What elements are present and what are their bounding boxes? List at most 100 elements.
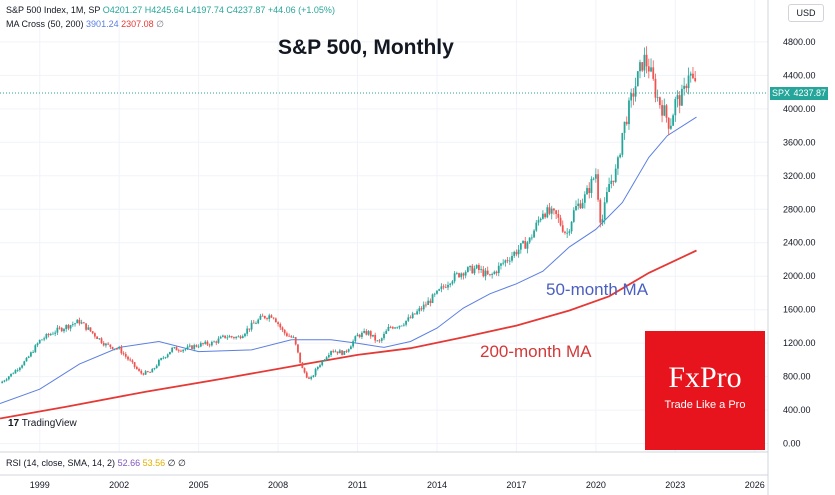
candle-body xyxy=(413,313,416,315)
candle-body xyxy=(502,262,505,264)
candle-body xyxy=(656,97,659,99)
candle-body xyxy=(480,269,483,271)
tradingview-logo-icon: 17 xyxy=(8,418,20,429)
candle-body xyxy=(369,331,372,337)
candle-body xyxy=(45,334,48,339)
rsi-extra: ∅ ∅ xyxy=(167,458,186,468)
rsi-legend[interactable]: RSI (14, close, SMA, 14, 2) 52.66 53.56 … xyxy=(6,458,186,469)
candle-body xyxy=(663,105,666,116)
price-tag-symbol: SPX xyxy=(772,88,791,98)
candle-body xyxy=(129,359,132,361)
candle-body xyxy=(427,300,430,305)
candle-body xyxy=(555,210,558,214)
candle-body xyxy=(157,359,160,366)
candle-body xyxy=(202,343,204,344)
y-tick-label: 3600.00 xyxy=(783,137,816,147)
candle-body xyxy=(56,327,59,333)
candle-body xyxy=(449,283,452,285)
candle-body xyxy=(411,313,414,319)
y-tick-label: 3200.00 xyxy=(783,171,816,181)
candle-body xyxy=(74,323,76,325)
candle-body xyxy=(82,322,85,324)
candle-body xyxy=(210,341,213,346)
candle-body xyxy=(7,376,10,380)
candle-body xyxy=(645,54,648,67)
candle-body xyxy=(418,308,421,312)
candle-body xyxy=(590,178,593,193)
candle-body xyxy=(279,324,282,328)
candle-body xyxy=(336,351,339,354)
legend-ma[interactable]: MA Cross (50, 200) 3901.24 2307.08 ∅ xyxy=(6,19,164,30)
candle-body xyxy=(294,337,297,345)
candle-body xyxy=(327,354,330,358)
candle-body xyxy=(588,188,591,193)
candle-body xyxy=(41,339,43,341)
candle-body xyxy=(438,289,441,291)
candle-body xyxy=(233,337,235,339)
candle-body xyxy=(107,343,110,345)
candle-body xyxy=(261,315,264,317)
candle-body xyxy=(628,100,630,125)
candle-body xyxy=(166,354,169,358)
candle-body xyxy=(160,358,163,360)
candle-body xyxy=(274,318,277,323)
candle-body xyxy=(429,300,432,303)
candle-body xyxy=(241,336,244,339)
candle-body xyxy=(69,325,72,329)
candle-body xyxy=(433,293,436,295)
candle-body xyxy=(566,232,569,234)
candle-body xyxy=(522,240,524,244)
candle-body xyxy=(308,377,310,379)
x-tick-label: 1999 xyxy=(30,480,50,490)
candle-body xyxy=(420,308,423,310)
candle-body xyxy=(391,327,394,329)
candle-body xyxy=(204,341,207,344)
legend-symbol[interactable]: S&P 500 Index, 1M, SP O4201.27 H4245.64 … xyxy=(6,5,335,15)
candle-body xyxy=(184,349,187,350)
candle-body xyxy=(597,174,599,200)
candle-body xyxy=(643,54,646,71)
candle-body xyxy=(497,265,500,274)
candle-body xyxy=(237,336,240,338)
candle-body xyxy=(314,369,317,376)
candle-body xyxy=(354,336,357,342)
candle-body xyxy=(118,347,121,349)
price-axis[interactable]: 0.00 400.00 800.00 1200.00 1600.00 2000.00 240… xyxy=(783,37,816,449)
candle-body xyxy=(365,330,368,335)
candle-body xyxy=(330,351,332,355)
candle-body xyxy=(186,346,189,350)
candle-body xyxy=(47,334,50,336)
legend-ma-label: MA Cross (50, 200) xyxy=(6,19,84,29)
candle-body xyxy=(583,194,586,203)
candle-body xyxy=(78,319,81,324)
candle-body xyxy=(268,315,271,319)
candle-body xyxy=(541,213,544,219)
candle-body xyxy=(135,366,138,370)
candle-body xyxy=(385,330,388,334)
candle-body xyxy=(636,71,639,87)
candle-body xyxy=(619,154,622,158)
candle-body xyxy=(65,325,68,330)
candle-body xyxy=(608,184,611,192)
candle-body xyxy=(288,335,291,337)
candle-body xyxy=(511,255,513,261)
candle-body xyxy=(162,357,165,359)
candle-body xyxy=(255,323,257,325)
candle-body xyxy=(641,62,644,71)
candle-body xyxy=(252,322,255,324)
candle-body xyxy=(581,202,584,209)
candle-body xyxy=(21,365,23,368)
candle-body xyxy=(111,346,114,349)
candle-body xyxy=(405,320,407,325)
candle-body xyxy=(575,205,577,211)
candle-body xyxy=(215,341,218,343)
candle-body xyxy=(259,315,262,320)
currency-button[interactable]: USD xyxy=(788,4,824,22)
y-tick-label: 1600.00 xyxy=(783,305,816,315)
price-tag-value: 4237.87 xyxy=(793,88,826,98)
candle-body xyxy=(537,220,540,223)
fxpro-banner: FxPro Trade Like a Pro xyxy=(645,331,765,450)
candle-body xyxy=(100,338,103,343)
candle-body xyxy=(530,237,533,239)
time-axis[interactable]: 1999 2002 2005 2008 2011 2014 2017 2020 2023 2026 xyxy=(30,480,765,490)
